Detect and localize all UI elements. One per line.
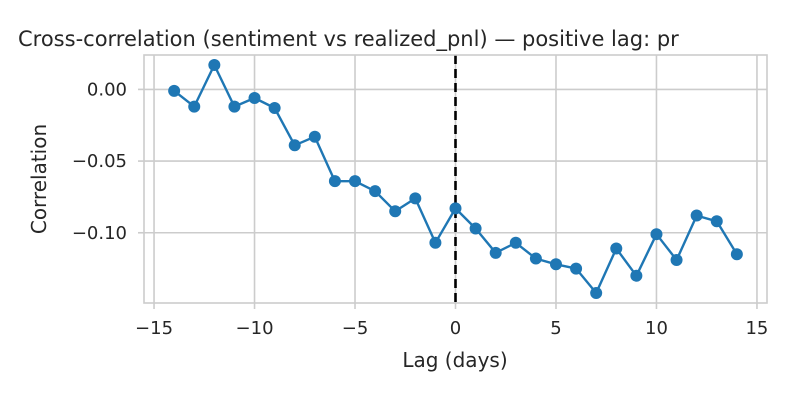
x-tick-label: −5 (342, 318, 369, 339)
data-point (590, 286, 603, 299)
y-axis-ticks: 0.00 −0.05 −0.10 (72, 79, 144, 244)
data-point (489, 246, 502, 259)
y-tick-label: −0.05 (72, 151, 127, 172)
data-point (570, 262, 583, 275)
data-point (690, 209, 703, 222)
x-tick-label: 5 (550, 318, 561, 339)
data-point (248, 92, 261, 105)
x-tick-label: −15 (135, 318, 173, 339)
data-point (449, 202, 462, 215)
data-point (469, 222, 482, 235)
data-point (429, 236, 442, 249)
x-tick-label: −10 (236, 318, 274, 339)
data-point (208, 59, 221, 72)
data-point (228, 100, 241, 113)
data-point (630, 269, 643, 282)
data-point (349, 175, 362, 188)
y-tick-label: 0.00 (87, 79, 127, 100)
x-tick-label: 0 (450, 318, 461, 339)
data-point (389, 205, 402, 218)
data-point (509, 236, 522, 249)
x-tick-label: 15 (745, 318, 768, 339)
data-point (529, 252, 542, 265)
data-point (710, 215, 723, 228)
data-point (328, 175, 341, 188)
data-point (369, 185, 382, 198)
data-point (409, 192, 422, 205)
data-point (730, 248, 743, 261)
data-point (268, 102, 281, 115)
data-point (168, 84, 181, 97)
data-point (188, 100, 201, 113)
data-point (650, 228, 663, 241)
data-point (288, 139, 301, 152)
x-axis-ticks: −15 −10 −5 0 5 10 15 (135, 303, 768, 339)
x-tick-label: 10 (645, 318, 668, 339)
data-point (670, 253, 683, 266)
x-axis-label: Lag (days) (402, 348, 507, 372)
data-point (308, 130, 321, 143)
chart-title: Cross-correlation (sentiment vs realized… (18, 27, 679, 52)
y-tick-label: −0.10 (72, 223, 127, 244)
data-point (549, 258, 562, 271)
data-point (610, 242, 623, 255)
y-axis-label: Correlation (27, 124, 51, 234)
series-markers (168, 59, 743, 299)
